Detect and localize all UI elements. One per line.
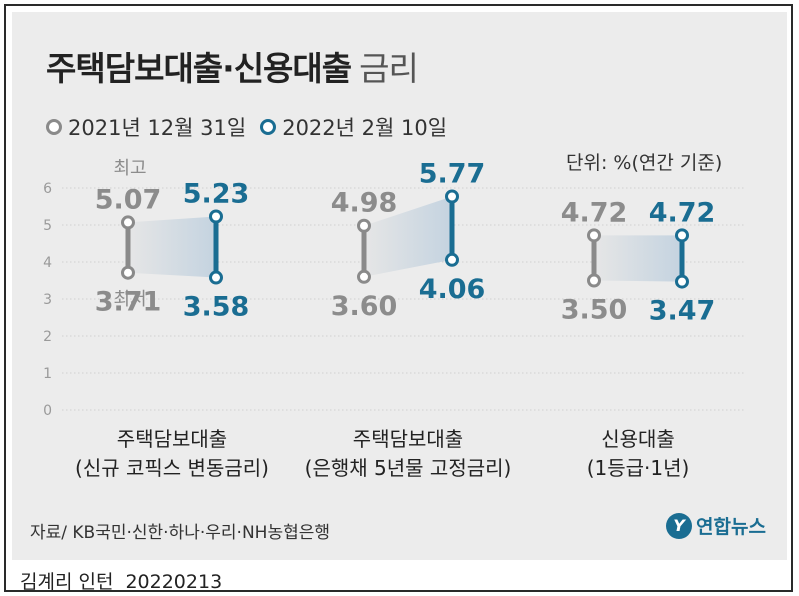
low-point: [121, 265, 135, 280]
logo-text: 연합뉴스: [696, 516, 766, 538]
title-sub: 금리: [359, 49, 419, 88]
value-label-low: 3.71: [95, 287, 162, 318]
credit-line: 김계리 인턴 20220213: [20, 567, 222, 594]
range-bars: [121, 189, 689, 289]
value-label-high: 5.77: [419, 159, 486, 190]
low-point: [445, 252, 459, 267]
value-label-high: 4.72: [649, 197, 716, 228]
high-point: [121, 215, 135, 230]
high-point: [357, 218, 371, 233]
title-main: 주택담보대출·신용대출: [46, 49, 352, 88]
range-band: [364, 196, 452, 277]
high-point: [675, 228, 689, 243]
legend-marker-gray: [46, 119, 62, 135]
legend-item-2022: 2022년 2월 10일: [260, 112, 447, 142]
value-label-low: 3.50: [561, 295, 628, 326]
value-label-high: 4.98: [331, 188, 398, 219]
value-label-low: 3.58: [183, 292, 250, 323]
chart-panel: [12, 12, 787, 560]
category-label: 신용대출: [601, 427, 675, 451]
credit-name: 김계리 인턴: [20, 571, 114, 593]
category-sublabel: (은행채 5년물 고정금리): [305, 456, 512, 480]
low-point: [209, 270, 223, 285]
category-labels: 주택담보대출 (신규 코픽스 변동금리) 주택담보대출 (은행채 5년물 고정금리) 신…: [75, 427, 689, 480]
logo-mark: Y: [666, 512, 692, 539]
y-tick-label: 4: [43, 255, 52, 271]
y-tick-label: 6: [43, 181, 52, 197]
annotation-high: 최고: [113, 158, 146, 179]
unit-label: 단위: %(연간 기준): [566, 152, 723, 174]
value-label-high: 4.72: [561, 197, 628, 228]
y-tick-label: 5: [43, 218, 52, 234]
value-labels: 5.07 3.71 5.23 3.58 4.98 3.60 5.77 4.06 4.72 3.50…: [95, 159, 716, 327]
value-label-low: 3.47: [649, 296, 716, 327]
value-label-low: 3.60: [331, 291, 398, 322]
legend-label-2021: 2021년 12월 31일: [68, 116, 247, 140]
low-point: [357, 269, 371, 284]
range-band: [128, 216, 216, 278]
low-point: [675, 274, 689, 289]
annotation-low: 최저: [113, 289, 146, 310]
range-bands: [128, 196, 682, 282]
y-tick-label: 0: [43, 403, 52, 419]
credit-date: 20220213: [125, 571, 223, 593]
category-label: 주택담보대출: [353, 427, 463, 451]
source-note: 자료/ KB국민·신한·하나·우리·NH농협은행: [30, 523, 331, 543]
high-point: [445, 189, 459, 204]
y-tick-label: 1: [43, 366, 52, 382]
logo: Y 연합뉴스: [666, 512, 766, 539]
low-point: [587, 273, 601, 288]
category-sublabel: (신규 코픽스 변동금리): [75, 456, 269, 480]
value-label-high: 5.23: [183, 178, 250, 209]
chart-title: 주택담보대출·신용대출 금리: [46, 42, 419, 90]
category-label: 주택담보대출: [117, 427, 227, 451]
high-point: [209, 209, 223, 224]
legend-item-2021: 2021년 12월 31일: [46, 112, 246, 142]
value-label-high: 5.07: [95, 184, 162, 215]
range-band: [594, 235, 682, 282]
category-sublabel: (1등급·1년): [587, 456, 690, 480]
y-tick-label: 2: [43, 329, 52, 345]
legend: 2021년 12월 31일 2022년 2월 10일: [46, 112, 461, 142]
y-axis-ticks: 0 1 2 3 4 5 6: [43, 181, 52, 419]
y-tick-label: 3: [43, 292, 52, 308]
legend-label-2022: 2022년 2월 10일: [282, 116, 448, 140]
legend-marker-blue: [260, 119, 277, 135]
high-point: [587, 228, 601, 243]
value-label-low: 4.06: [419, 274, 486, 305]
